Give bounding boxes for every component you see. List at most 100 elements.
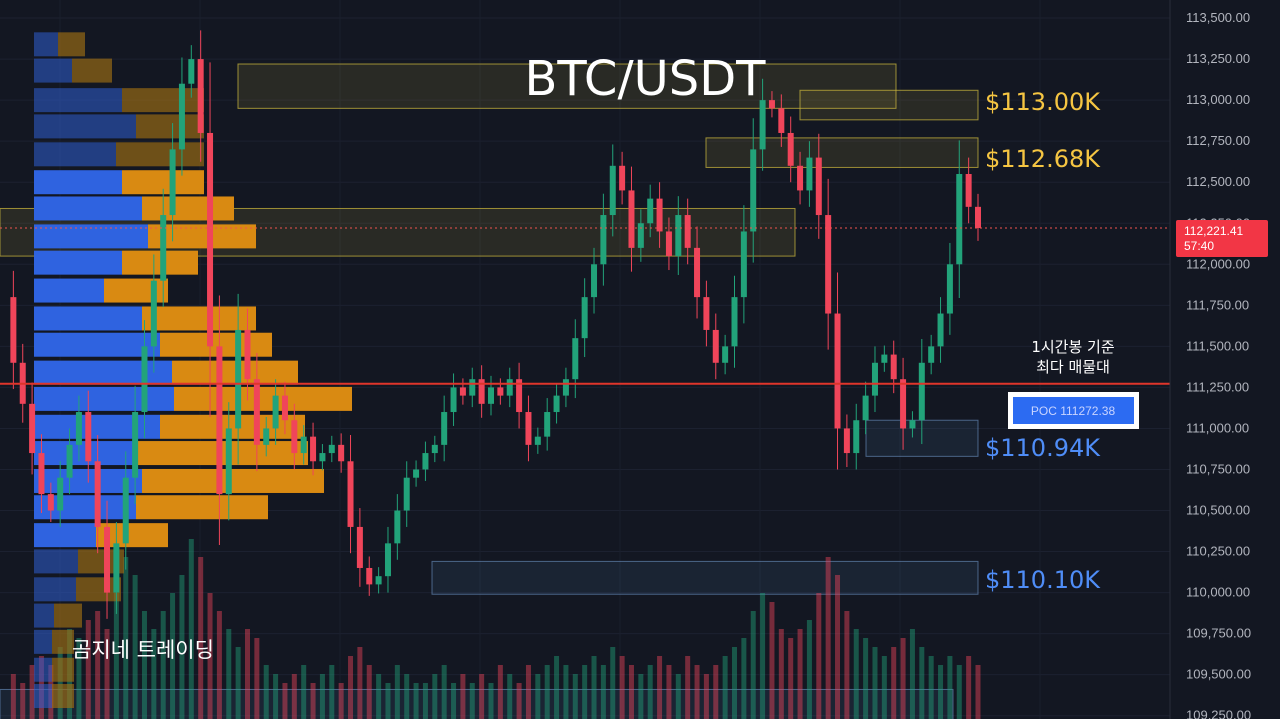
volume-bar [525, 665, 531, 719]
profile-sell-bar [104, 278, 168, 303]
volume-bar [572, 674, 578, 719]
volume-bar [844, 611, 850, 719]
volume-bar [760, 593, 766, 719]
profile-buy-bar [34, 360, 172, 385]
candle-up [169, 149, 176, 216]
candle-down [291, 420, 298, 454]
poc-note-line2: 최다 매물대 [1036, 358, 1110, 376]
profile-buy-bar [34, 142, 116, 167]
volume-bar [179, 575, 185, 719]
candle-down [85, 412, 92, 462]
volume-bar [10, 674, 16, 719]
volume-bar [638, 674, 644, 719]
y-tick-label: 112,500.00 [1186, 174, 1250, 189]
candle-up [871, 362, 878, 396]
volume-bar [488, 683, 494, 719]
profile-sell-bar [136, 495, 268, 520]
candle-up [946, 264, 953, 314]
volume-bar [123, 557, 129, 719]
candle-up [918, 362, 925, 421]
y-tick-label: 112,000.00 [1186, 256, 1250, 271]
volume-bar [95, 611, 101, 719]
volume-bar [657, 656, 663, 719]
candle-down [712, 329, 719, 363]
volume-bar [825, 557, 831, 719]
volume-bar [104, 629, 110, 719]
volume-bar [778, 629, 784, 719]
volume-bar [610, 647, 616, 719]
y-tick-label: 112,750.00 [1186, 133, 1250, 148]
poc-badge[interactable]: POC 111272.38 [1008, 392, 1139, 429]
volume-bar [806, 620, 812, 719]
candle-down [459, 387, 466, 396]
candle-down [843, 428, 850, 454]
candle-down [478, 379, 485, 404]
profile-sell-bar [160, 332, 272, 357]
y-tick-label: 110,250.00 [1186, 544, 1250, 559]
candle-up [272, 395, 279, 429]
current-price-tag[interactable]: 112,221.41 57:40 [1176, 220, 1268, 257]
candle-down [244, 329, 251, 380]
volume-bar [85, 620, 91, 719]
volume-bar [891, 647, 897, 719]
candle-up [394, 510, 401, 544]
volume-bar [956, 665, 962, 719]
y-tick-label: 110,000.00 [1186, 585, 1250, 600]
y-tick-label: 113,000.00 [1186, 92, 1250, 107]
candle-up [469, 379, 476, 396]
volume-bar [301, 665, 307, 719]
y-tick-label: 111,750.00 [1186, 297, 1249, 312]
volume-bar [554, 656, 560, 719]
candle-up [263, 428, 270, 445]
candle-up [328, 444, 335, 454]
candle-down [338, 444, 345, 462]
candle-down [834, 313, 841, 429]
volume-bar [516, 683, 522, 719]
y-tick-label: 111,500.00 [1186, 338, 1249, 353]
candle-up [178, 83, 185, 150]
profile-buy-bar [34, 88, 122, 113]
profile-sell-bar [160, 414, 305, 439]
candle-up [319, 453, 326, 462]
candle-down [703, 297, 710, 330]
candle-up [66, 444, 73, 478]
volume-bar [198, 557, 204, 719]
candle-up [75, 412, 82, 445]
candle-down [900, 379, 907, 429]
volume-bar [273, 674, 279, 719]
candle-up [375, 576, 382, 585]
volume-bar [732, 647, 737, 719]
candle-down [656, 198, 663, 232]
candle-down [38, 453, 45, 495]
volume-bar [226, 629, 232, 719]
candle-up [57, 477, 64, 511]
resistance-zone [237, 63, 897, 109]
volume-bar [245, 629, 250, 719]
candle-down [216, 346, 223, 495]
volume-bar [254, 638, 260, 719]
candle-down [619, 165, 626, 191]
level-labels: $113.00K $112.68K $110.94K $110.10K [985, 88, 1101, 594]
volume-bar [413, 683, 419, 719]
volume-bar [188, 539, 194, 719]
poc-label: POC 111272.38 [1031, 404, 1116, 418]
candle-up [441, 412, 448, 445]
candle-up [413, 469, 420, 478]
candle-up [132, 412, 139, 478]
candle-down [310, 436, 317, 462]
volume-bar [216, 611, 222, 719]
volume-bar [160, 611, 166, 719]
candle-up [637, 223, 644, 248]
y-tick-label: 111,000.00 [1186, 420, 1249, 435]
candle-down [197, 59, 204, 133]
candle-down [628, 190, 635, 248]
current-price-value: 112,221.41 [1184, 224, 1243, 238]
resistance-zone [705, 137, 979, 168]
volume-bar [338, 683, 344, 719]
candle-up [422, 453, 429, 470]
profile-sell-bar [54, 603, 82, 628]
profile-buy-bar [34, 629, 52, 654]
profile-buy-bar [34, 603, 54, 628]
